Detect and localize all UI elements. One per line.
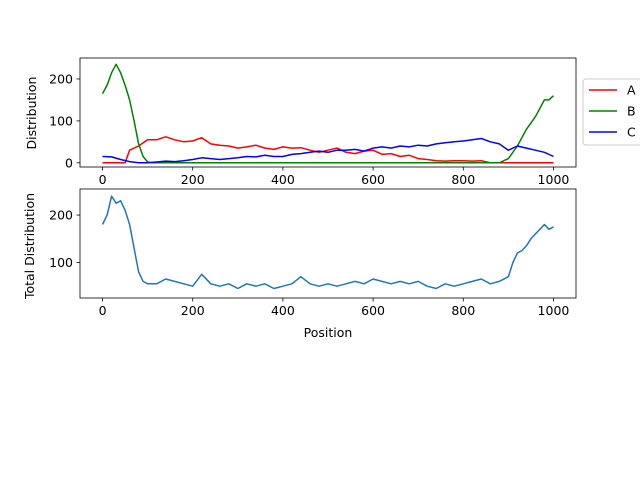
x-tick-label: 1000 (538, 303, 570, 318)
y-tick-label: 200 (49, 71, 73, 86)
x-tick-label: 400 (271, 303, 295, 318)
bottom-subplot: Position Total Distribution 0 200 400 600 80… (22, 188, 577, 340)
y-tick-label: 100 (49, 255, 73, 270)
x-tick-label: 0 (99, 303, 107, 318)
legend-frame (582, 78, 640, 146)
x-tick-label: 600 (361, 172, 385, 187)
bottom-ylabel: Total Distribution (22, 193, 37, 300)
y-tick-label: 0 (65, 155, 73, 170)
x-tick-label: 400 (271, 172, 295, 187)
bottom-xlabel: Position (304, 325, 353, 340)
top-ylabel: Distribution (24, 77, 39, 150)
x-tick-label: 800 (451, 172, 475, 187)
x-tick-label: 800 (451, 303, 475, 318)
x-tick-label: 600 (361, 303, 385, 318)
x-tick-label: 1000 (538, 172, 570, 187)
axes-frame-0 (79, 57, 577, 168)
x-tick-label: 200 (181, 303, 205, 318)
top-subplot: Distribution 0 200 400 600 800 1000 0 100 200 (24, 57, 577, 187)
series-line-total-0 (101, 195, 554, 290)
y-tick-label: 200 (49, 208, 73, 223)
legend-label-c: C (627, 125, 636, 140)
legend-label-a: A (627, 83, 636, 98)
legend-label-b: B (627, 104, 636, 119)
y-tick-label: 100 (49, 113, 73, 128)
series-line-b (101, 63, 555, 164)
x-tick-label: 200 (181, 172, 205, 187)
x-tick-label: 0 (99, 172, 107, 187)
series-line-c (102, 137, 554, 164)
top-legend: ABC (582, 78, 640, 146)
axes-frame-1 (79, 188, 577, 299)
